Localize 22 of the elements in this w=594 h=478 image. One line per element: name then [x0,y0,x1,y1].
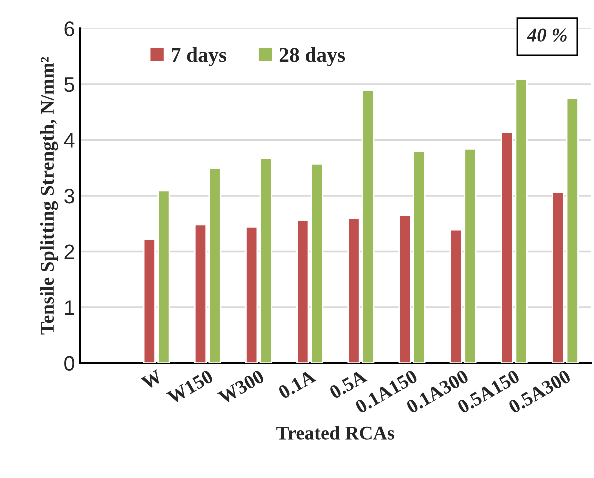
x-tick-label: 0.1A [278,369,317,400]
bar [310,164,324,364]
y-tick-label: 3 [64,188,74,204]
y-tick-label: 6 [64,22,74,36]
y-tick-label: 4 [64,133,75,148]
y-axis-title: Tensile Splitting Strength, N/mm² [40,57,58,335]
legend-label: 28 days [280,48,346,67]
y-tick-label: 2 [64,244,74,260]
bar [296,220,310,364]
x-tick-label: W [140,370,164,390]
x-tick-label: W300 [217,370,266,405]
annotation: 40 % [527,28,567,42]
legend-label: 7 days [172,48,226,67]
bar [246,226,258,364]
x-tick-label: W150 [166,370,214,405]
y-tick-label: 0 [64,356,75,372]
y-tick-label: 1 [65,300,74,316]
x-axis-title: Treated RCAs [276,426,394,440]
bar [260,158,272,364]
bar [552,192,565,364]
bar [566,98,579,364]
y-tick-label: 5 [64,78,74,92]
